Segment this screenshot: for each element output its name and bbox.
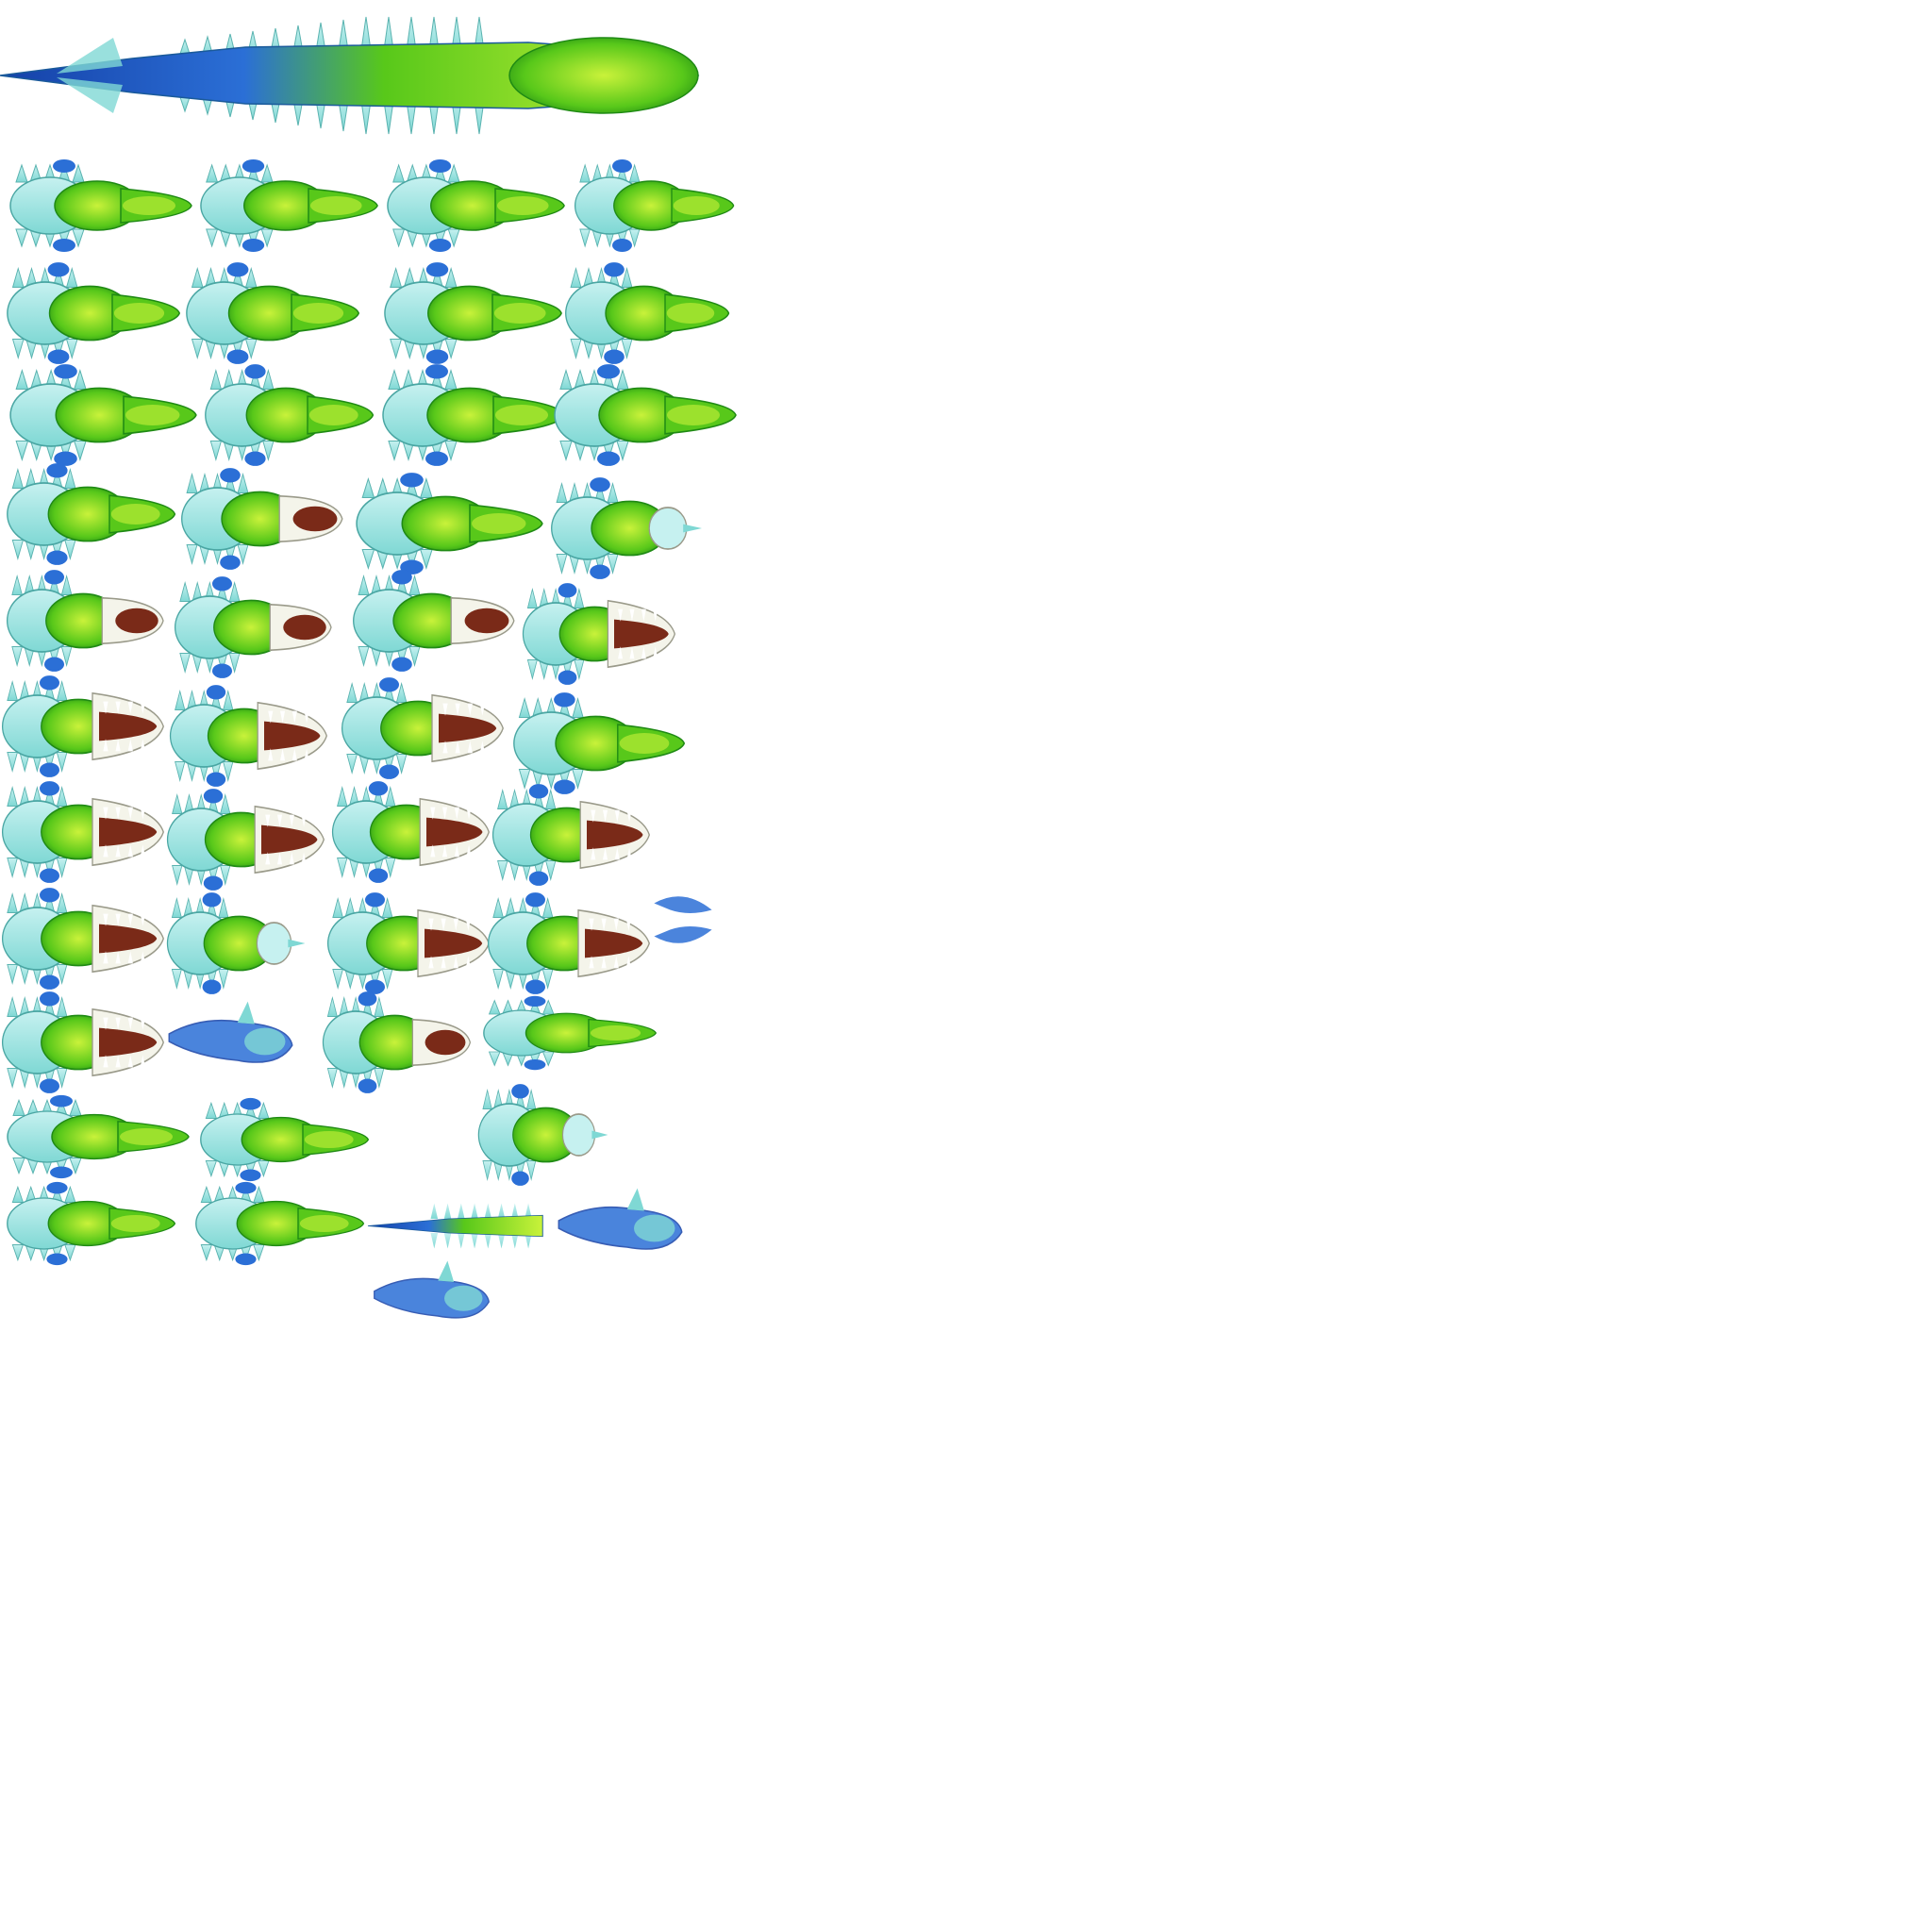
dragon-sprite-icon — [356, 473, 543, 575]
sprite-frame-closed — [203, 363, 377, 467]
dragon-sprite-icon — [565, 262, 730, 364]
sprite-frame-closed — [5, 462, 179, 566]
dragon-sprite-icon — [574, 159, 735, 252]
dragon-sprite-icon — [168, 1001, 293, 1063]
dragon-sprite-icon — [6, 570, 164, 672]
sprite-frame-open-big — [165, 788, 325, 891]
dragon-sprite-icon — [166, 789, 325, 891]
dragon-sprite-icon — [205, 364, 375, 466]
sprite-frame-closed — [198, 158, 382, 253]
dragon-sprite-icon — [195, 1181, 365, 1266]
sprite-frame-blue-limb — [552, 1187, 689, 1262]
dragon-sprite-icon — [7, 262, 181, 364]
sprite-frame-open-small — [5, 569, 170, 673]
sprite-frame-closed — [5, 1181, 179, 1266]
sprite-frame-closed — [198, 1097, 373, 1182]
sprite-frame-closed — [511, 691, 689, 795]
dragon-sprite-icon — [0, 16, 700, 135]
sprite-frame-closed — [5, 1094, 193, 1179]
sprite-frame-closed — [380, 363, 569, 467]
dragon-sprite-icon — [186, 262, 360, 364]
dragon-sprite-icon — [491, 784, 650, 886]
sprite-frame-closed — [481, 995, 660, 1071]
sprite-frame-open-big — [330, 780, 491, 884]
dragon-sprite-icon — [200, 1097, 370, 1182]
sprite-frame-open-big — [325, 891, 491, 995]
sprite-frame-full — [0, 0, 700, 151]
sprite-frame-open-big — [0, 991, 165, 1094]
dragon-sprite-icon — [200, 159, 378, 252]
dragon-sprite-icon — [169, 685, 327, 787]
sprite-frame-closed — [8, 158, 196, 253]
sprite-frame-open-big — [521, 582, 676, 686]
dragon-sprite-icon — [331, 781, 490, 883]
dragon-sprite-icon — [9, 364, 197, 466]
dragon-sprite-icon — [326, 892, 490, 994]
sprite-frame-open-big — [486, 891, 651, 995]
dragon-sprite-icon — [522, 583, 676, 685]
sprite-frame-open-big — [0, 780, 165, 884]
sprite-frame-open-big — [0, 675, 165, 778]
dragon-sprite-icon — [7, 463, 176, 565]
dragon-sprite-icon — [341, 677, 504, 779]
dragon-sprite-icon — [554, 364, 737, 466]
sprite-frame-closed — [354, 472, 547, 575]
sprite-frame-closed — [8, 363, 201, 467]
dragon-sprite-icon — [558, 1188, 683, 1250]
sprite-frame-open-big — [491, 783, 651, 887]
sprite-frame-open-small — [321, 991, 476, 1094]
sprite-frame-open-big — [168, 684, 328, 788]
dragon-sprite-icon — [9, 159, 192, 252]
dragon-sprite-icon — [654, 896, 712, 943]
sprite-frame-open-small — [179, 467, 349, 571]
dragon-sprite-icon — [353, 570, 515, 672]
dragon-sprite-icon — [7, 1181, 176, 1266]
dragon-sprite-icon — [384, 262, 562, 364]
dragon-sprite-icon — [477, 1084, 608, 1186]
dragon-sprite-icon — [7, 1094, 190, 1179]
dragon-sprite-icon — [1, 675, 164, 777]
sprite-frame-closed — [563, 261, 733, 365]
sprite-frame-closed — [382, 261, 566, 365]
sprite-frame-claws — [651, 887, 715, 953]
dragon-sprite-icon — [1, 888, 164, 990]
sprite-frame-closed — [5, 261, 184, 365]
sprite-frame-front — [165, 891, 321, 995]
dragon-sprite-icon — [387, 159, 565, 252]
dragon-sprite-icon — [374, 1260, 490, 1319]
sprite-frame-closed — [193, 1181, 368, 1266]
dragon-sprite-icon — [483, 995, 658, 1071]
sprite-frame-open-small — [173, 575, 338, 679]
sprite-frame-closed — [552, 363, 741, 467]
dragon-sprite-icon — [181, 468, 343, 570]
dragon-sprite-icon — [322, 991, 472, 1093]
sprite-frame-closed — [184, 261, 363, 365]
dragon-sprite-icon — [1, 991, 164, 1093]
sprite-frame-blue-limb — [162, 1000, 299, 1075]
dragon-sprite-icon — [382, 364, 565, 466]
dragon-sprite-icon — [513, 692, 686, 794]
dragon-sprite-icon — [166, 892, 306, 994]
sprite-frame-open-big — [0, 887, 165, 991]
sprite-frame-front — [549, 476, 719, 580]
sprite-frame-open-big — [340, 676, 505, 780]
dragon-sprite-icon — [367, 1203, 543, 1249]
sprite-frame-blue-limb — [368, 1259, 495, 1330]
sprite-frame-tail — [367, 1191, 547, 1261]
dragon-sprite-icon — [551, 477, 702, 579]
sprite-frame-closed — [573, 158, 738, 253]
dragon-sprite-icon — [174, 576, 332, 678]
sprite-frame-open-small — [351, 569, 521, 673]
sprite-frame-front — [476, 1083, 623, 1187]
dragon-sprite-icon — [487, 892, 650, 994]
sprite-frame-closed — [385, 158, 569, 253]
dragon-sprite-icon — [1, 781, 164, 883]
